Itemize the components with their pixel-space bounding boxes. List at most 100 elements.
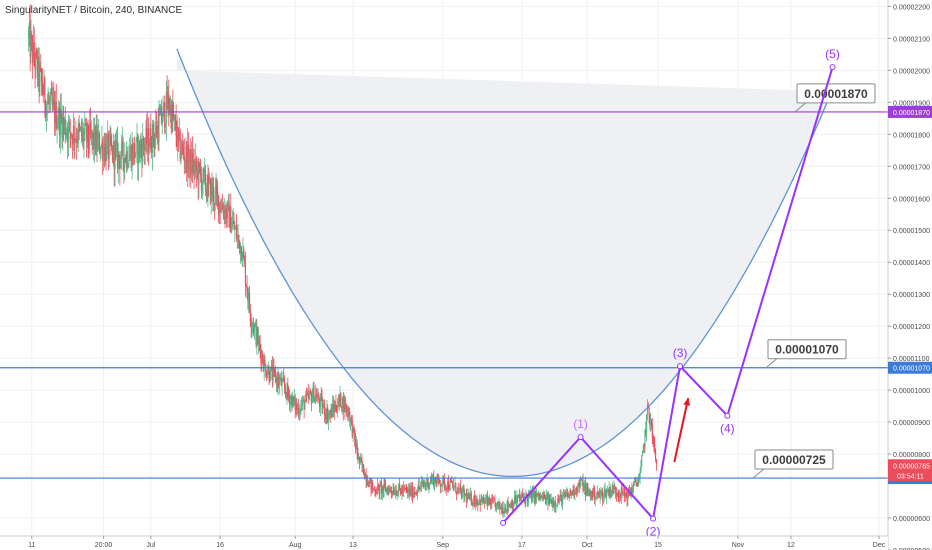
candle-body — [385, 488, 388, 492]
candle-body — [305, 393, 307, 402]
horizontal-levels[interactable]: 0.00001870 0.00001070 0.00000725 — [0, 83, 888, 479]
candle-body — [429, 483, 431, 485]
candle-body — [324, 414, 326, 416]
candle-body — [222, 205, 224, 210]
candle-body — [86, 122, 88, 141]
candle-body — [596, 495, 598, 497]
candle-body — [49, 92, 52, 101]
candle-body — [124, 157, 126, 169]
candle-body — [310, 393, 313, 403]
candle-body — [337, 407, 339, 413]
candle-body — [411, 486, 413, 496]
candle-body — [323, 403, 326, 416]
candle-body — [460, 489, 463, 498]
candle-body — [99, 153, 101, 154]
candle-body — [637, 479, 640, 487]
candle-body — [196, 168, 198, 172]
candle-body — [171, 104, 173, 129]
wave-point — [724, 412, 731, 419]
candle-body — [512, 501, 514, 508]
candle-body — [494, 499, 496, 504]
candle-body — [631, 488, 633, 494]
callout-leader — [794, 101, 808, 113]
candle-body — [116, 140, 118, 146]
candle-body — [614, 487, 616, 489]
candle-body — [310, 391, 312, 394]
candle-body — [28, 22, 30, 33]
candle-body — [49, 100, 51, 104]
candle-body — [312, 386, 314, 397]
candle-body — [462, 488, 464, 490]
candle-body — [36, 51, 38, 56]
candle-body — [578, 483, 580, 484]
candle-body — [218, 202, 220, 216]
callout-leader — [765, 357, 779, 369]
candle-body — [531, 491, 533, 501]
candle-body — [589, 491, 591, 496]
candle-body — [260, 350, 262, 363]
price-axis[interactable]: 0.00002200 0.00002100 0.00002000 0.00001900… — [887, 0, 932, 550]
callout-box — [754, 449, 834, 470]
candle-body — [76, 138, 78, 143]
candle-body — [379, 483, 381, 494]
candle-body — [114, 145, 116, 170]
candle-body — [574, 494, 576, 495]
candle-body — [577, 483, 579, 492]
candle-body — [522, 494, 524, 497]
candle-body — [271, 366, 273, 380]
wave-label: (5) — [825, 47, 840, 61]
candle-body — [641, 455, 643, 466]
candle-body — [57, 123, 59, 125]
candle-body — [553, 501, 556, 507]
candle-body — [602, 497, 604, 500]
wave-count[interactable]: (1) (2) (3) (4) (5) — [500, 47, 840, 539]
candle-body — [148, 146, 150, 153]
time-tick-label: Oct — [582, 542, 593, 549]
candle-body — [265, 365, 267, 376]
candle-body — [630, 488, 632, 496]
candle-body — [636, 482, 638, 484]
candle-body — [436, 480, 438, 486]
time-axis[interactable]: 11 20:00 Jul 16 Aug 13 Sep 17 Oct 15 Nov 12 Dec — [0, 535, 888, 550]
time-tick-label: 11 — [28, 542, 35, 549]
candle-body — [350, 418, 353, 420]
candle-body — [332, 404, 335, 409]
candle-body — [607, 490, 609, 495]
candle-body — [67, 123, 70, 142]
candle-body — [371, 482, 373, 490]
candle-body — [595, 496, 597, 499]
candle-body — [349, 413, 351, 423]
candle-body — [464, 493, 466, 498]
candle-body — [345, 404, 347, 411]
candle-body — [463, 488, 465, 498]
candle-body — [472, 502, 474, 505]
wave-point — [577, 434, 584, 441]
candle-body — [133, 143, 135, 161]
candle-body — [551, 499, 553, 507]
price-tick-label: 0.00002200 — [893, 4, 930, 11]
candle-body — [282, 378, 284, 381]
level-price-tag — [888, 361, 932, 374]
candle-body — [584, 483, 586, 490]
candle-body — [619, 493, 621, 497]
candle-body — [480, 497, 482, 506]
candle-body — [347, 408, 349, 417]
candle-body — [80, 126, 82, 130]
candle-body — [461, 489, 463, 498]
candle-body — [117, 151, 119, 168]
candle-body — [478, 502, 480, 506]
candle-body — [280, 377, 282, 386]
candle-body — [333, 408, 335, 412]
candle-body — [564, 493, 566, 496]
candle-body — [537, 492, 539, 497]
candle-body — [523, 497, 525, 499]
candle-body — [613, 487, 615, 494]
candle-body — [518, 494, 520, 498]
candle-body — [470, 493, 472, 504]
candle-body — [104, 143, 106, 160]
candle-body — [323, 403, 325, 407]
candle-body — [455, 483, 457, 493]
candle-body — [610, 490, 612, 497]
candle-body — [272, 366, 274, 380]
